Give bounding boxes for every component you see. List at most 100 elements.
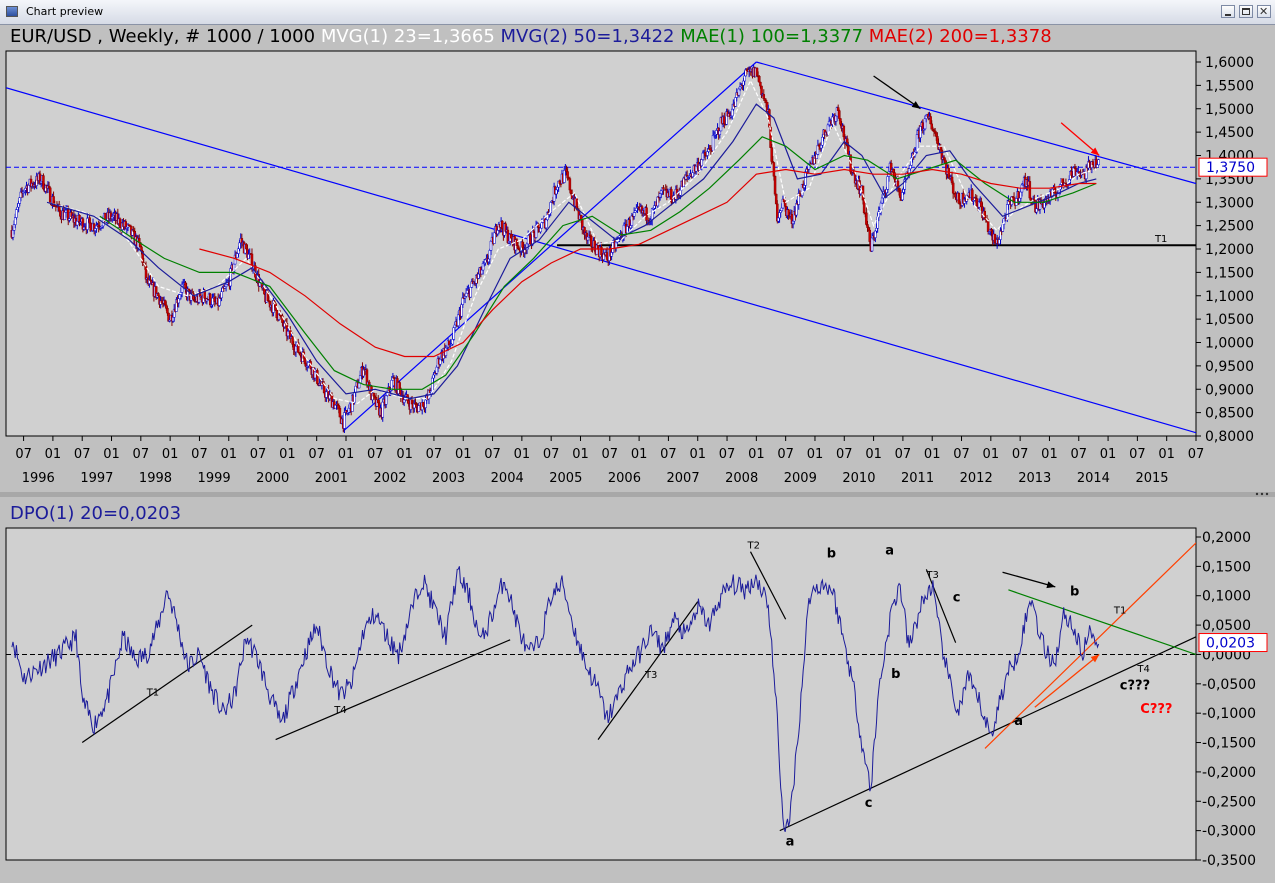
panel-splitter[interactable] — [0, 492, 1275, 497]
y-tick-label: 1,6000 — [1205, 55, 1254, 71]
maximize-icon[interactable] — [1239, 5, 1253, 18]
price-plot: T1 — [6, 61, 1196, 434]
price-trendline — [6, 87, 1196, 434]
x-year-label: 2004 — [491, 471, 524, 486]
candle-body — [384, 395, 388, 405]
candle-body — [549, 202, 552, 213]
y-tick-label: 1,5000 — [1205, 102, 1254, 118]
x-month-label: 07 — [660, 447, 677, 462]
x-month-label: 07 — [777, 447, 794, 462]
minimize-icon[interactable] — [1221, 5, 1235, 18]
candle-body — [986, 221, 990, 232]
candle-body — [489, 240, 493, 251]
candle-body — [357, 382, 361, 389]
candle-body — [861, 185, 865, 201]
candle-body — [773, 175, 777, 195]
dpo-legend: DPO(1) 20=0,0203 — [10, 503, 181, 524]
symbol-label: EUR/USD , Weekly, # 1000 / 1000 — [10, 26, 321, 47]
candle-body — [758, 75, 761, 83]
candle-body — [566, 171, 569, 179]
y-tick-label: -0,3000 — [1202, 824, 1256, 840]
splitter-grip-icon — [1260, 492, 1264, 496]
x-year-label: 1996 — [22, 471, 55, 486]
candle-body — [679, 189, 682, 196]
y-tick-label: 0,1000 — [1202, 589, 1251, 605]
x-month-label: 01 — [338, 447, 355, 462]
x-month-label: 01 — [162, 447, 179, 462]
y-tick-label: 1,0000 — [1205, 336, 1254, 352]
x-month-label: 01 — [748, 447, 765, 462]
y-tick-label: 0,2000 — [1202, 530, 1251, 546]
close-icon[interactable]: ✕ — [1257, 5, 1271, 18]
x-year-label: 1999 — [198, 471, 231, 486]
x-year-label: 2003 — [432, 471, 465, 486]
price-trendline — [342, 61, 757, 432]
x-month-label: 07 — [484, 447, 501, 462]
splitter-grip-icon — [1265, 492, 1269, 496]
price-trendline — [756, 61, 1196, 185]
x-month-label: 07 — [895, 447, 912, 462]
x-year-label: 2008 — [725, 471, 758, 486]
x-month-label: 07 — [74, 447, 91, 462]
dpo-trendline — [925, 569, 957, 643]
candle-body — [838, 110, 841, 119]
candle-body — [89, 222, 93, 232]
y-tick-label: 1,4500 — [1205, 125, 1254, 141]
candle-body — [539, 227, 542, 233]
dpo-annotation: c??? — [1120, 679, 1150, 694]
y-tick-label: 0,1500 — [1202, 559, 1251, 575]
candle-body — [211, 297, 214, 306]
dpo-annotation: T4 — [1136, 664, 1149, 675]
x-month-label: 07 — [308, 447, 325, 462]
x-month-label: 01 — [455, 447, 472, 462]
price-y-axis: 1,60001,55001,50001,45001,40001,35001,30… — [1196, 55, 1268, 445]
moving-average-line — [199, 168, 1097, 358]
dpo-y-axis: 0,20000,15000,10000,05000,0000-0,0500-0,… — [1196, 530, 1268, 869]
candle-body — [88, 217, 91, 224]
x-month-label: 07 — [543, 447, 560, 462]
dpo-arrow-head — [1090, 654, 1100, 663]
candle-body — [464, 292, 468, 297]
dpo-arrow — [1034, 653, 1100, 708]
x-month-label: 01 — [572, 447, 589, 462]
y-tick-label: -0,2500 — [1202, 794, 1256, 810]
dpo-annotation: T2 — [747, 541, 760, 552]
dpo-trendline — [749, 551, 787, 620]
y-tick-label: -0,2000 — [1202, 765, 1256, 781]
x-month-label: 07 — [133, 447, 150, 462]
candle-body — [924, 115, 928, 120]
x-month-label: 01 — [279, 447, 296, 462]
title-bar[interactable]: Chart preview ✕ — [0, 0, 1275, 25]
x-month-label: 01 — [514, 447, 531, 462]
x-year-label: 1997 — [80, 471, 113, 486]
x-year-label: 2000 — [256, 471, 289, 486]
annotation-arrow — [1060, 122, 1100, 156]
x-month-label: 01 — [807, 447, 824, 462]
y-tick-label: -0,0500 — [1202, 677, 1256, 693]
candle-body — [632, 212, 636, 217]
price-x-axis: 07 01 07 01 07 01 07 01 07 01 07 01 07 01 07 01 07 01 07 01… — [15, 436, 1204, 486]
dpo-annotation: b — [1070, 585, 1079, 600]
x-year-label: 2001 — [315, 471, 348, 486]
x-year-label: 2009 — [784, 471, 817, 486]
candle-body — [611, 242, 614, 253]
x-month-label: 07 — [1012, 447, 1029, 462]
candle-body — [971, 189, 974, 202]
x-year-label: 2014 — [1077, 471, 1110, 486]
candle-body — [743, 75, 746, 82]
x-month-label: 01 — [220, 447, 237, 462]
dpo-series-line — [11, 566, 1100, 832]
dpo-annotation: T4 — [333, 705, 346, 716]
candle-body — [768, 109, 771, 128]
candle-body — [1091, 161, 1095, 165]
candle-body — [316, 370, 319, 384]
dpo-plot-area — [5, 527, 1197, 861]
trendline-label: T1 — [1154, 234, 1167, 245]
splitter-grip-icon — [1255, 492, 1259, 496]
candle-body — [772, 162, 776, 177]
x-month-label: 01 — [983, 447, 1000, 462]
candle-body — [220, 291, 223, 299]
candle-body — [1097, 159, 1100, 166]
x-month-label: 07 — [426, 447, 443, 462]
x-month-label: 01 — [924, 447, 941, 462]
